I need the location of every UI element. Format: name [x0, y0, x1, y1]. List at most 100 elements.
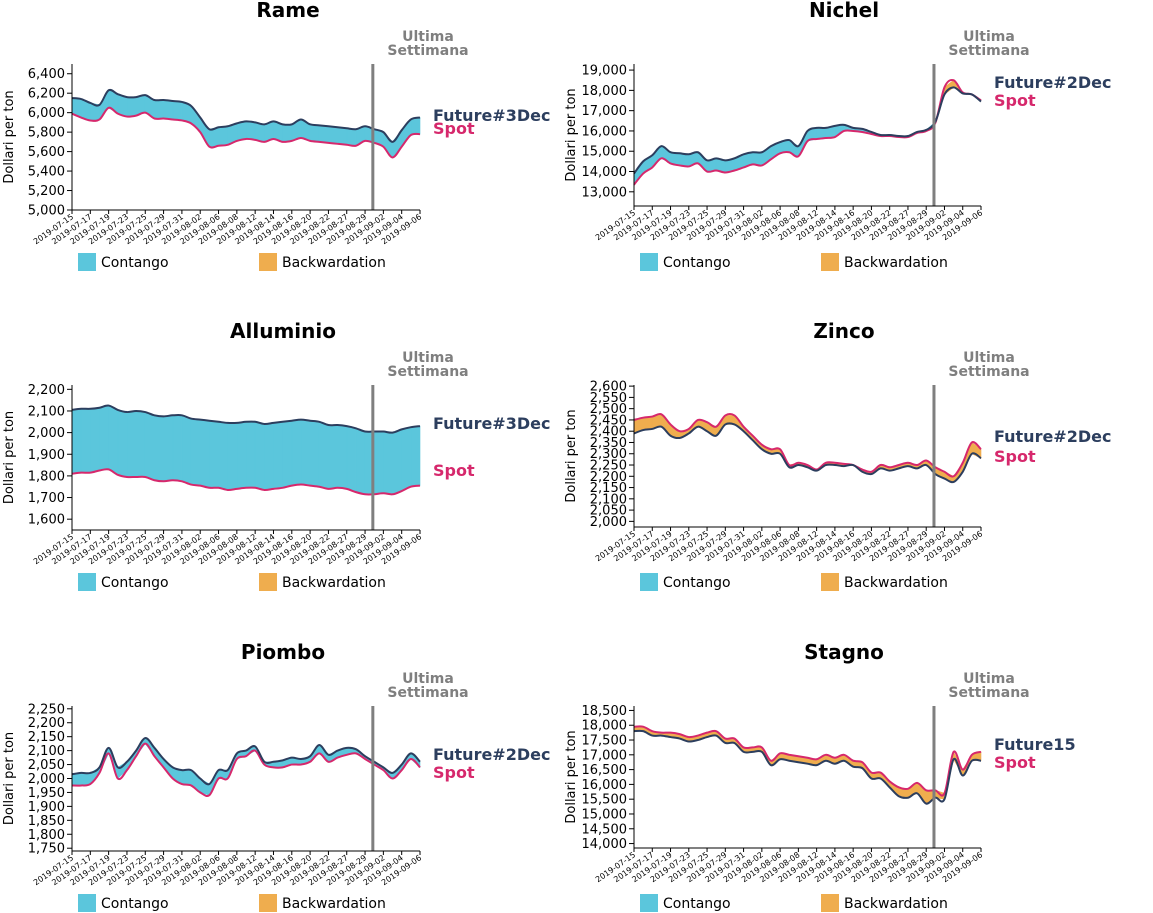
- future-line: [633, 422, 982, 484]
- contango-segment: [199, 116, 210, 148]
- legend-label-contango: Contango: [663, 896, 731, 912]
- last-week-label: Ultima: [402, 671, 454, 687]
- y-axis: 1,600 1,700 1,800 1,900 2,000 2,100 2,200 Dolla…: [2, 383, 73, 530]
- contango-segment: [318, 421, 329, 490]
- last-week-label: Settimana: [387, 685, 468, 701]
- y-axis-label: Dollari per ton: [2, 90, 17, 183]
- contango-segment: [181, 769, 192, 786]
- y-tick-label: 2,500: [590, 402, 627, 417]
- y-tick-label: 2,400: [590, 425, 627, 440]
- contango-segment: [318, 124, 329, 144]
- legend-label-contango: Contango: [101, 575, 169, 591]
- y-axis-label: Dollari per ton: [564, 88, 579, 181]
- chart-title: Rame: [256, 0, 319, 22]
- y-tick-label: 1,800: [28, 469, 65, 484]
- y-tick-label: 1,750: [28, 842, 65, 857]
- y-tick-label: 18,000: [582, 84, 628, 99]
- y-tick-label: 1,900: [28, 448, 65, 463]
- contango-segment: [181, 414, 192, 485]
- y-tick-label: 2,100: [590, 492, 627, 507]
- legend-label-backwardation: Backwardation: [282, 575, 386, 591]
- future-line: [71, 88, 421, 143]
- contango-segment: [117, 409, 128, 478]
- y-tick-label: 2,100: [28, 744, 65, 759]
- y-tick-label: 2,200: [28, 383, 65, 398]
- contango-segment: [346, 425, 357, 493]
- y-tick-label: 13,000: [582, 185, 628, 200]
- legend-swatch-backwardation: [821, 894, 839, 912]
- spot-line: [633, 725, 982, 797]
- last-week-label: Settimana: [387, 43, 468, 59]
- contango-segment: [172, 415, 183, 482]
- contango-segment: [337, 424, 348, 490]
- future-line: [71, 404, 421, 434]
- legend-label-backwardation: Backwardation: [844, 575, 948, 591]
- contango-segment: [80, 408, 91, 473]
- legend-swatch-contango: [640, 573, 658, 591]
- y-tick-label: 2,250: [590, 459, 627, 474]
- legend: Contango Backwardation: [78, 573, 386, 591]
- spot-series-label: Spot: [994, 91, 1036, 110]
- contango-segment: [410, 117, 421, 136]
- contango-segment: [245, 421, 256, 489]
- y-tick-label: 16,500: [582, 763, 628, 778]
- legend-swatch-contango: [78, 894, 96, 912]
- y-axis-label: Dollari per ton: [564, 409, 579, 502]
- y-tick-label: 2,150: [590, 481, 627, 496]
- legend: Contango Backwardation: [640, 894, 948, 912]
- y-tick-label: 5,800: [28, 126, 65, 141]
- contango-segment: [190, 418, 201, 486]
- contango-segment: [126, 410, 137, 478]
- y-tick-label: 1,850: [28, 814, 65, 829]
- last-week-label: Ultima: [402, 29, 454, 45]
- last-week-label: Settimana: [387, 364, 468, 380]
- y-tick-label: 5,000: [28, 204, 65, 219]
- last-week-label: Settimana: [948, 685, 1029, 701]
- contango-segment: [282, 420, 293, 489]
- chart-title: Stagno: [804, 640, 884, 664]
- legend-swatch-backwardation: [259, 894, 277, 912]
- contango-segment: [273, 421, 283, 490]
- last-week-label: Ultima: [963, 350, 1015, 366]
- x-axis: 2019-07-152019-07-172019-07-192019-07-23…: [594, 205, 984, 242]
- contango-segment: [355, 427, 366, 495]
- y-axis-label: Dollari per ton: [2, 411, 17, 504]
- y-tick-label: 15,000: [582, 807, 628, 822]
- contango-segment: [309, 420, 320, 488]
- contango-segment: [135, 410, 146, 478]
- legend-label-contango: Contango: [101, 255, 169, 271]
- y-tick-label: 2,300: [590, 447, 627, 462]
- last-week-label: Ultima: [402, 350, 454, 366]
- legend-swatch-contango: [78, 573, 96, 591]
- contango-segment: [264, 422, 274, 491]
- contango-segment: [245, 121, 256, 141]
- y-tick-label: 5,200: [28, 184, 65, 199]
- legend-swatch-backwardation: [259, 253, 277, 271]
- contango-segment: [236, 421, 247, 490]
- last-week-label: Settimana: [948, 43, 1029, 59]
- spot-series-label: Spot: [433, 763, 475, 782]
- chart-rame: RameUltimaSettimana5,0005,2005,4005,6005…: [2, 0, 550, 271]
- spot-line: [633, 78, 982, 186]
- spread-area: [633, 726, 982, 805]
- chart-title: Piombo: [241, 640, 325, 664]
- contango-segment: [80, 772, 91, 786]
- contango-segment: [227, 422, 238, 491]
- spot-line: [71, 742, 421, 797]
- legend-swatch-backwardation: [821, 253, 839, 271]
- last-week-label: Ultima: [963, 671, 1015, 687]
- last-week-label: Settimana: [948, 364, 1029, 380]
- spread-area: [71, 89, 421, 159]
- y-tick-label: 18,000: [582, 719, 628, 734]
- contango-segment: [337, 126, 348, 146]
- y-tick-label: 2,050: [28, 758, 65, 773]
- y-tick-label: 14,000: [582, 837, 628, 852]
- legend-label-backwardation: Backwardation: [282, 896, 386, 912]
- y-tick-label: 1,900: [28, 800, 65, 815]
- spot-line: [71, 468, 421, 496]
- legend: Contango Backwardation: [640, 253, 948, 271]
- legend-label-contango: Contango: [101, 896, 169, 912]
- contango-segment: [126, 96, 137, 117]
- y-tick-label: 6,200: [28, 87, 65, 102]
- y-tick-label: 6,000: [28, 106, 65, 121]
